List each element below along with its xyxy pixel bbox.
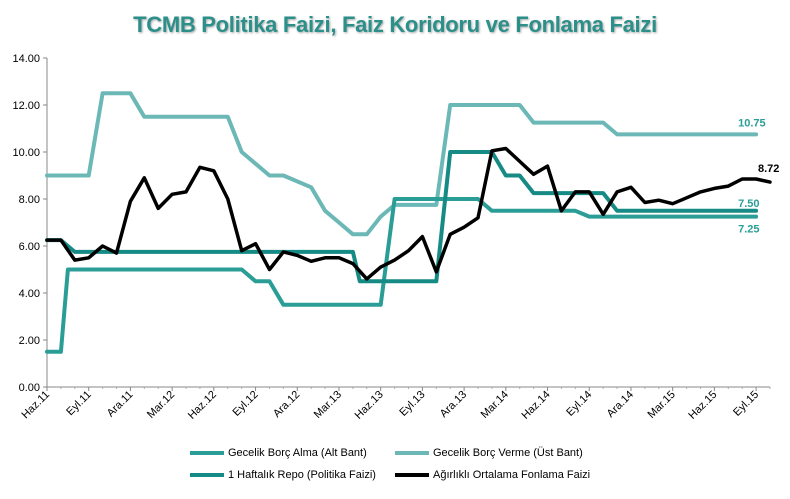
- y-tick-label: 8.00: [19, 194, 40, 206]
- x-tick-label: Eyl.12: [231, 389, 261, 419]
- x-tick-label: Haz.15: [686, 389, 719, 422]
- y-tick-label: 0.00: [19, 382, 40, 394]
- x-tick-label: Ara.12: [271, 389, 302, 420]
- x-tick-label: Haz.12: [186, 389, 219, 422]
- x-tick-label: Mar.13: [312, 389, 344, 421]
- legend-label-fonlama: Ağırlıklı Ortalama Fonlama Faizi: [433, 469, 591, 481]
- y-tick-label: 6.00: [19, 241, 40, 253]
- legend-swatch-ust-bant: [395, 451, 429, 455]
- chart-end-labels: 7.25 10.75 7.50 8.72: [738, 117, 779, 235]
- legend-swatch-politika: [190, 473, 224, 477]
- legend-item-politika: 1 Haftalık Repo (Politika Faizi): [190, 469, 376, 481]
- x-tick-label: Eyl.11: [64, 389, 94, 419]
- legend-swatch-fonlama: [395, 473, 429, 477]
- legend-item-fonlama: Ağırlıklı Ortalama Fonlama Faizi: [395, 469, 590, 481]
- chart-title: TCMB Politika Faizi, Faiz Koridoru ve Fo…: [133, 12, 657, 37]
- x-tick-label: Eyl.13: [397, 389, 427, 419]
- x-tick-label: Mar.12: [145, 389, 177, 421]
- legend-item-alt-bant: Gecelik Borç Alma (Alt Bant): [190, 447, 367, 459]
- legend-swatch-alt-bant: [190, 451, 224, 455]
- y-tick-label: 12.00: [12, 100, 40, 112]
- x-tick-label: Eyl.14: [564, 389, 594, 419]
- legend-label-alt-bant: Gecelik Borç Alma (Alt Bant): [228, 447, 367, 459]
- y-tick-label: 10.00: [12, 147, 40, 159]
- y-tick-label: 4.00: [19, 288, 40, 300]
- y-tick-label: 14.00: [12, 53, 40, 65]
- chart-series: [45, 91, 772, 354]
- legend-label-ust-bant: Gecelik Borç Verme (Üst Bant): [433, 447, 583, 459]
- x-tick-label: Eyl.15: [731, 389, 761, 419]
- x-tick-label: Haz.14: [520, 389, 553, 422]
- x-tick-label: Mar.14: [479, 389, 511, 421]
- series-end-label: 7.50: [738, 198, 759, 210]
- x-tick-label: Mar.15: [646, 389, 678, 421]
- y-tick-label: 2.00: [19, 335, 40, 347]
- series-line-0: [45, 197, 759, 354]
- series-line-1: [45, 91, 759, 237]
- x-tick-label: Ara.14: [605, 389, 636, 420]
- x-tick-label: Haz.13: [353, 389, 386, 422]
- series-line-3: [45, 146, 772, 281]
- series-end-label: 10.75: [738, 117, 766, 129]
- series-end-label: 8.72: [758, 163, 779, 175]
- x-tick-label: Ara.11: [105, 389, 136, 420]
- legend-item-ust-bant: Gecelik Borç Verme (Üst Bant): [395, 447, 583, 459]
- series-end-label: 7.25: [738, 224, 759, 236]
- legend-label-politika: 1 Haftalık Repo (Politika Faizi): [228, 469, 376, 481]
- x-tick-label: Ara.13: [438, 389, 469, 420]
